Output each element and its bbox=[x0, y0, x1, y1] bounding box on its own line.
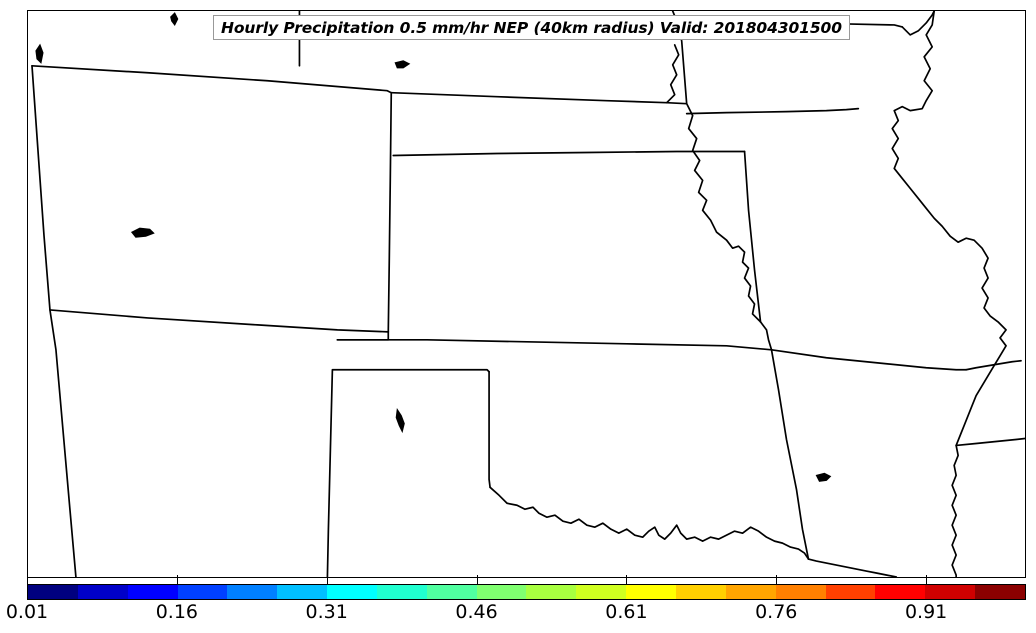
map-title-text: Hourly Precipitation 0.5 mm/hr NEP (40km… bbox=[221, 18, 842, 37]
border-oklahoma-east-panhandle bbox=[488, 370, 491, 489]
state-border-group bbox=[31, 11, 1025, 577]
border-missouri-east-stub bbox=[965, 359, 1022, 371]
colorbar-tick-marks bbox=[27, 575, 1026, 585]
colorbar-tick-label-1: 0.16 bbox=[155, 601, 198, 623]
lake-wyoming-small bbox=[170, 12, 179, 26]
map-title-box: Hourly Precipitation 0.5 mm/hr NEP (40km… bbox=[213, 15, 850, 40]
colorbar-tick-1 bbox=[176, 575, 178, 584]
colorbar-level-7 bbox=[376, 585, 427, 599]
colorbar-level-0 bbox=[28, 585, 78, 599]
border-kansas-east bbox=[743, 150, 762, 323]
colorbar-tick-labels: 0.01 0.16 0.31 0.46 0.61 0.76 0.91 bbox=[0, 601, 1036, 629]
border-colorado-south bbox=[49, 309, 390, 333]
map-plot-area[interactable] bbox=[27, 10, 1026, 578]
river-niobrara bbox=[665, 44, 680, 104]
border-kansas-oklahoma bbox=[336, 338, 773, 351]
border-iowa-missouri bbox=[685, 107, 860, 115]
map-geography-svg bbox=[31, 11, 1025, 577]
colorbar-level-13 bbox=[675, 585, 726, 599]
border-oklahoma-panhandle bbox=[326, 368, 490, 577]
border-arkansas-south bbox=[807, 558, 898, 577]
border-colorado-kansas-corner bbox=[336, 331, 390, 341]
border-nebraska-north bbox=[390, 91, 688, 105]
colorbar-level-11 bbox=[576, 585, 627, 599]
colorbar-tick-label-2: 0.31 bbox=[305, 601, 348, 623]
colorbar-tick-label-3: 0.46 bbox=[455, 601, 498, 623]
border-colorado-north bbox=[31, 64, 393, 94]
river-mississippi bbox=[891, 11, 1007, 577]
lake-colorado-north-small bbox=[35, 43, 44, 64]
colorbar[interactable] bbox=[27, 584, 1026, 600]
colorbar-level-6 bbox=[327, 585, 377, 599]
border-colorado-east bbox=[387, 91, 393, 333]
lake-arkansas bbox=[815, 472, 832, 482]
lake-colorado bbox=[130, 227, 155, 238]
colorbar-tick-0 bbox=[27, 575, 28, 584]
colorbar-tick-label-6: 0.91 bbox=[904, 601, 948, 623]
colorbar-level-2 bbox=[127, 585, 178, 599]
colorbar-level-4 bbox=[227, 585, 278, 599]
border-illinois-iowa-corner bbox=[901, 11, 936, 36]
lake-nebraska-small bbox=[394, 60, 411, 69]
river-missouri-nebraska-iowa bbox=[671, 11, 773, 351]
colorbar-tick-3 bbox=[476, 575, 478, 584]
colorbar-level-5 bbox=[277, 585, 328, 599]
colorbar-level-14 bbox=[725, 585, 776, 599]
border-missouri-arkansas bbox=[770, 348, 967, 371]
border-oklahoma-arkansas bbox=[770, 348, 810, 560]
colorbar-tick-4 bbox=[626, 575, 628, 584]
lake-oklahoma-panhandle bbox=[395, 408, 405, 434]
colorbar-tick-6 bbox=[926, 575, 928, 584]
colorbar-tick-label-4: 0.61 bbox=[605, 601, 648, 623]
lake-group bbox=[35, 12, 832, 482]
colorbar-level-12 bbox=[626, 585, 676, 599]
river-red-oklahoma-texas bbox=[489, 486, 810, 560]
border-colorado-west bbox=[31, 64, 77, 577]
colorbar-level-19 bbox=[975, 585, 1025, 599]
border-missouri-bootheel-stub bbox=[955, 437, 1025, 447]
colorbar-level-9 bbox=[476, 585, 527, 599]
colorbar-tick-2 bbox=[326, 575, 328, 584]
colorbar-tick-5 bbox=[776, 575, 778, 584]
colorbar-tick-label-0: 0.01 bbox=[5, 601, 49, 623]
border-nebraska-kansas bbox=[392, 150, 746, 157]
colorbar-level-8 bbox=[426, 585, 477, 599]
colorbar-level-10 bbox=[526, 585, 577, 599]
colorbar-level-17 bbox=[875, 585, 926, 599]
colorbar-gradient-strip bbox=[28, 585, 1025, 599]
colorbar-level-18 bbox=[925, 585, 976, 599]
colorbar-level-16 bbox=[825, 585, 876, 599]
colorbar-tick-label-5: 0.76 bbox=[755, 601, 798, 623]
colorbar-level-1 bbox=[77, 585, 128, 599]
colorbar-level-15 bbox=[775, 585, 826, 599]
colorbar-level-3 bbox=[177, 585, 228, 599]
